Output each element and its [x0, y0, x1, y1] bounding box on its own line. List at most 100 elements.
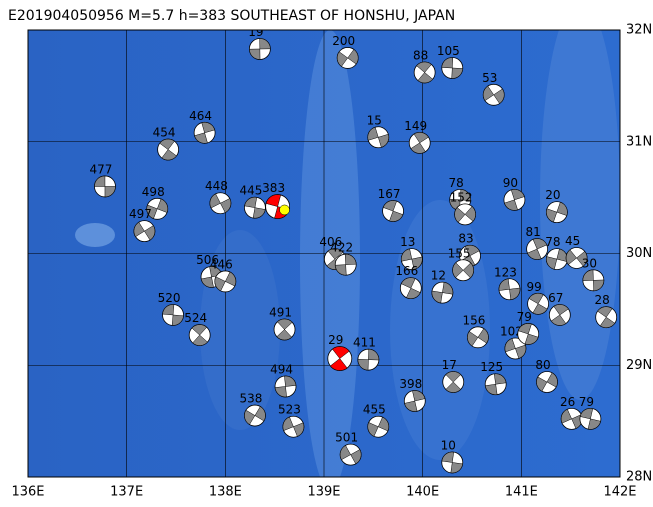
- beachball-quadrant: [550, 304, 569, 326]
- x-tick-label: 141E: [505, 485, 538, 500]
- depth-label: 29: [328, 333, 343, 347]
- beachball-quadrant: [133, 221, 156, 241]
- beachball-quadrant: [484, 373, 507, 395]
- x-tick-label: 138E: [209, 485, 242, 500]
- beachball-quadrant: [329, 346, 350, 371]
- depth-label: 152: [450, 190, 473, 204]
- beachball: [545, 248, 568, 270]
- depth-label: 105: [437, 44, 460, 58]
- depth-label: 83: [458, 232, 473, 246]
- beachball: [545, 201, 568, 224]
- beachball-quadrant: [400, 277, 421, 299]
- y-tick-label: 30N: [626, 246, 652, 261]
- beachball: [157, 138, 180, 161]
- beachball-quadrant: [162, 304, 184, 326]
- depth-label: 81: [525, 225, 540, 239]
- beachball-quadrant: [416, 61, 434, 84]
- beachball: [579, 407, 602, 430]
- beachball-quadrant: [146, 198, 168, 219]
- x-tick-label: 137E: [110, 485, 143, 500]
- beachball-quadrant: [334, 253, 357, 276]
- beachball-quadrant: [282, 416, 305, 437]
- beachball-quadrant: [504, 338, 527, 359]
- depth-label: 156: [462, 313, 485, 327]
- y-tick-label: 29N: [626, 358, 652, 373]
- y-tick-label: 32N: [626, 23, 652, 38]
- beachball-quadrant: [441, 451, 463, 474]
- depth-label: 30: [582, 256, 597, 270]
- depth-label: 477: [90, 162, 113, 176]
- beachball-quadrant: [94, 175, 116, 198]
- depth-label: 15: [367, 113, 382, 127]
- depth-label: 45: [565, 234, 580, 248]
- beachball-quadrant: [276, 318, 293, 341]
- beachball-quadrant: [357, 348, 380, 371]
- beachball-quadrant: [517, 323, 539, 345]
- beachball-quadrant: [431, 281, 454, 304]
- depth-label: 79: [579, 395, 594, 409]
- beachball-quadrant: [367, 416, 390, 437]
- beachball-quadrant: [274, 375, 297, 398]
- x-tick-label: 136E: [11, 485, 44, 500]
- beachball-quadrant: [565, 249, 588, 267]
- depth-label: 20: [545, 188, 560, 202]
- beachball: [244, 196, 266, 219]
- beachball-quadrant: [244, 196, 266, 219]
- beachball: [357, 348, 380, 371]
- depth-label: 422: [330, 241, 353, 255]
- beachball: [565, 247, 588, 269]
- beachball: [248, 38, 271, 60]
- depth-label: 125: [480, 360, 503, 374]
- beachball-quadrant: [401, 248, 423, 270]
- depth-label: 79: [517, 310, 532, 324]
- depth-label: 167: [378, 187, 401, 201]
- beachball: [274, 375, 297, 398]
- depth-label: 78: [449, 176, 464, 190]
- beachball: [399, 277, 422, 300]
- beachball-quadrant: [452, 262, 474, 279]
- beachball: [441, 451, 464, 474]
- y-tick-label: 28N: [626, 470, 652, 485]
- beachball: [403, 390, 426, 412]
- beachball-quadrant: [597, 306, 616, 328]
- beachball: [193, 121, 216, 144]
- x-tick-label: 140E: [406, 485, 439, 500]
- y-tick-label: 31N: [626, 134, 652, 149]
- depth-label: 13: [400, 235, 415, 249]
- beachball: [244, 404, 266, 427]
- depth-label: 448: [205, 179, 228, 193]
- beachball: [517, 323, 540, 345]
- beachball: [560, 407, 583, 430]
- depth-label: 149: [404, 119, 427, 133]
- beachball: [526, 238, 549, 260]
- beachball: [504, 337, 527, 360]
- beachball-quadrant: [339, 445, 362, 465]
- depth-label: 523: [278, 403, 301, 417]
- beachball-quadrant: [244, 406, 266, 425]
- beachball-quadrant: [498, 278, 521, 300]
- depth-label: 491: [269, 305, 292, 319]
- depth-label: 99: [526, 280, 541, 294]
- beachball: [442, 371, 465, 393]
- beachball-quadrant: [194, 122, 216, 144]
- depth-label: 53: [482, 71, 497, 85]
- depth-label: 200: [332, 34, 355, 48]
- depth-label: 19: [248, 25, 263, 39]
- frame: [27, 29, 621, 478]
- depth-label: 155: [448, 246, 471, 260]
- beachball-quadrant: [159, 138, 177, 161]
- beachball-quadrant: [454, 206, 476, 223]
- beachball-quadrant: [482, 85, 505, 104]
- beachball-quadrant: [404, 390, 426, 412]
- beachball-quadrant: [214, 271, 237, 292]
- beachball: [339, 443, 362, 466]
- grid: [28, 30, 620, 477]
- beachball-quadrant: [527, 238, 548, 260]
- beachball-quadrant: [410, 132, 429, 154]
- epicenter: [279, 204, 290, 216]
- beachball: [482, 83, 505, 106]
- depth-label: 383: [262, 181, 285, 195]
